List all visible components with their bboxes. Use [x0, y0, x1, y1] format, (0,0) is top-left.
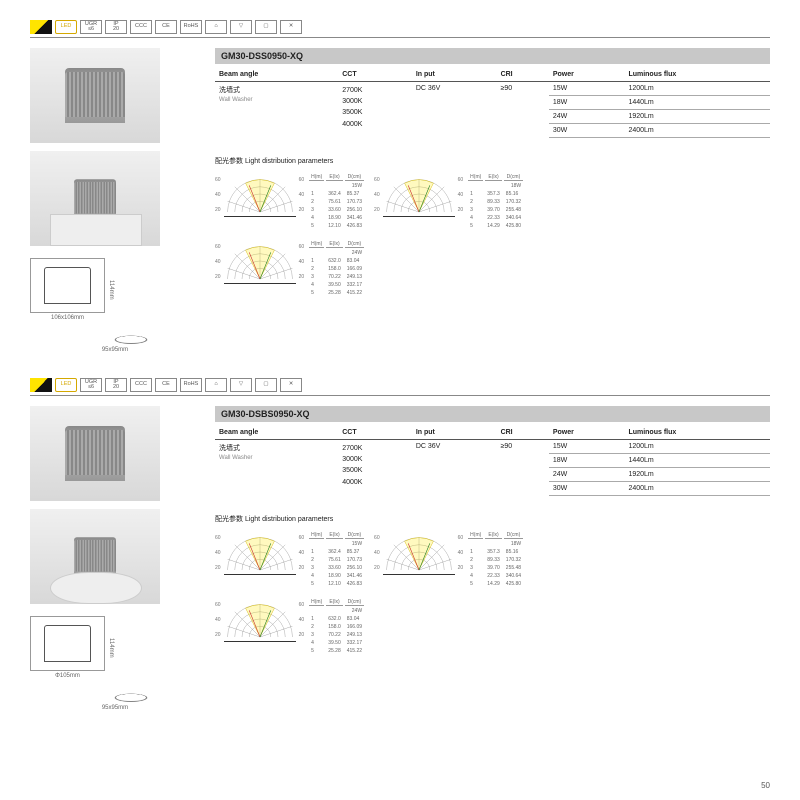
polar-data-table: H(m)E(lx)D(cm) 15W 1362.485.37275.61170.…	[307, 172, 366, 231]
cert-icon-7: ▽	[230, 20, 252, 34]
cutout-dimension: 95x95mm	[30, 689, 200, 711]
power: 18W	[549, 454, 625, 468]
flag-icon	[30, 378, 52, 392]
polar-chart: 604020 604020 H(m)E(lx)D(cm) 24W 1632.08…	[215, 239, 366, 298]
cert-icon-8: ▢	[255, 20, 277, 34]
spec-table: Beam angle CCT In put CRI Power Luminous…	[215, 68, 770, 138]
polar-data-table: H(m)E(lx)D(cm) 18W 1357.385.16289.33170.…	[466, 530, 525, 589]
cert-icon-0: LED	[55, 378, 77, 392]
power: 15W	[549, 82, 625, 96]
luminous-flux: 2400Lm	[624, 482, 770, 496]
input: DC 36V	[412, 440, 497, 496]
cert-icon-7: ▽	[230, 378, 252, 392]
product-photo-bottom	[30, 151, 160, 246]
beam-angle: 洗墙式Wall Washer	[215, 82, 338, 138]
polar-data-table: H(m)E(lx)D(cm) 24W 1632.083.042158.0166.…	[307, 597, 366, 656]
cct: 2700K 3000K 3500K 4000K	[338, 82, 412, 138]
luminous-flux: 1200Lm	[624, 82, 770, 96]
product-images: 106x106mm 114mm 95x95mm	[30, 48, 200, 353]
light-dist-label: 配光参数 Light distribution parameters	[215, 156, 770, 166]
input: DC 36V	[412, 82, 497, 138]
cert-icon-3: CCC	[130, 20, 152, 34]
polar-chart: 604020 604020 H(m)E(lx)D(cm) 18W 1357.38…	[374, 172, 525, 231]
cert-icon-5: RoHS	[180, 20, 202, 34]
polar-data-table: H(m)E(lx)D(cm) 24W 1632.083.042158.0166.…	[307, 239, 366, 298]
luminous-flux: 1200Lm	[624, 440, 770, 454]
cert-icon-5: RoHS	[180, 378, 202, 392]
power: 30W	[549, 482, 625, 496]
luminous-flux: 1920Lm	[624, 110, 770, 124]
cert-icon-4: CE	[155, 378, 177, 392]
model-number: GM30-DSS0950-XQ	[215, 48, 770, 64]
light-dist-label: 配光参数 Light distribution parameters	[215, 514, 770, 524]
dimension-drawing: 106x106mm 114mm	[30, 258, 200, 321]
cutout-dimension: 95x95mm	[30, 331, 200, 353]
power: 15W	[549, 440, 625, 454]
dimension-drawing: Φ105mm 114mm	[30, 616, 200, 679]
cert-icon-8: ▢	[255, 378, 277, 392]
polar-chart: 604020 604020 H(m)E(lx)D(cm) 15W 1362.48…	[215, 530, 366, 589]
product-photo-top	[30, 48, 160, 143]
product-images: Φ105mm 114mm 95x95mm	[30, 406, 200, 711]
power: 30W	[549, 124, 625, 138]
cert-row: LEDUGR≤6IP20CCCCERoHS⌂▽▢✕	[30, 20, 770, 38]
cert-icon-6: ⌂	[205, 378, 227, 392]
product-section: LEDUGR≤6IP20CCCCERoHS⌂▽▢✕ 106x106mm 114m…	[30, 20, 770, 353]
cert-row: LEDUGR≤6IP20CCCCERoHS⌂▽▢✕	[30, 378, 770, 396]
cert-icon-2: IP20	[105, 378, 127, 392]
polar-chart: 604020 604020 H(m)E(lx)D(cm) 18W 1357.38…	[374, 530, 525, 589]
power: 24W	[549, 468, 625, 482]
luminous-flux: 1440Lm	[624, 96, 770, 110]
polar-data-table: H(m)E(lx)D(cm) 18W 1357.385.16289.33170.…	[466, 172, 525, 231]
beam-angle: 洗墙式Wall Washer	[215, 440, 338, 496]
cert-icon-2: IP20	[105, 20, 127, 34]
cert-icon-6: ⌂	[205, 20, 227, 34]
polar-chart: 604020 604020 H(m)E(lx)D(cm) 24W 1632.08…	[215, 597, 366, 656]
cert-icon-9: ✕	[280, 20, 302, 34]
cert-icon-4: CE	[155, 20, 177, 34]
luminous-flux: 2400Lm	[624, 124, 770, 138]
cert-icon-0: LED	[55, 20, 77, 34]
cert-icon-9: ✕	[280, 378, 302, 392]
spec-table: Beam angle CCT In put CRI Power Luminous…	[215, 426, 770, 496]
power: 24W	[549, 110, 625, 124]
power: 18W	[549, 96, 625, 110]
model-number: GM30-DSBS0950-XQ	[215, 406, 770, 422]
cert-icon-1: UGR≤6	[80, 20, 102, 34]
polar-data-table: H(m)E(lx)D(cm) 15W 1362.485.37275.61170.…	[307, 530, 366, 589]
cert-icon-1: UGR≤6	[80, 378, 102, 392]
cri: ≥90	[497, 82, 549, 138]
product-photo-bottom	[30, 509, 160, 604]
cert-icon-3: CCC	[130, 378, 152, 392]
cct: 2700K 3000K 3500K 4000K	[338, 440, 412, 496]
luminous-flux: 1440Lm	[624, 454, 770, 468]
luminous-flux: 1920Lm	[624, 468, 770, 482]
cri: ≥90	[497, 440, 549, 496]
product-section: LEDUGR≤6IP20CCCCERoHS⌂▽▢✕ Φ105mm 114mm 9…	[30, 378, 770, 711]
flag-icon	[30, 20, 52, 34]
page-number: 50	[761, 781, 770, 790]
polar-chart: 604020 604020 H(m)E(lx)D(cm) 15W 1362.48…	[215, 172, 366, 231]
product-photo-top	[30, 406, 160, 501]
